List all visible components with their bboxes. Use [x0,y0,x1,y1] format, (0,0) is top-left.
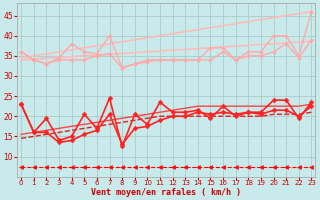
X-axis label: Vent moyen/en rafales ( km/h ): Vent moyen/en rafales ( km/h ) [91,188,241,197]
